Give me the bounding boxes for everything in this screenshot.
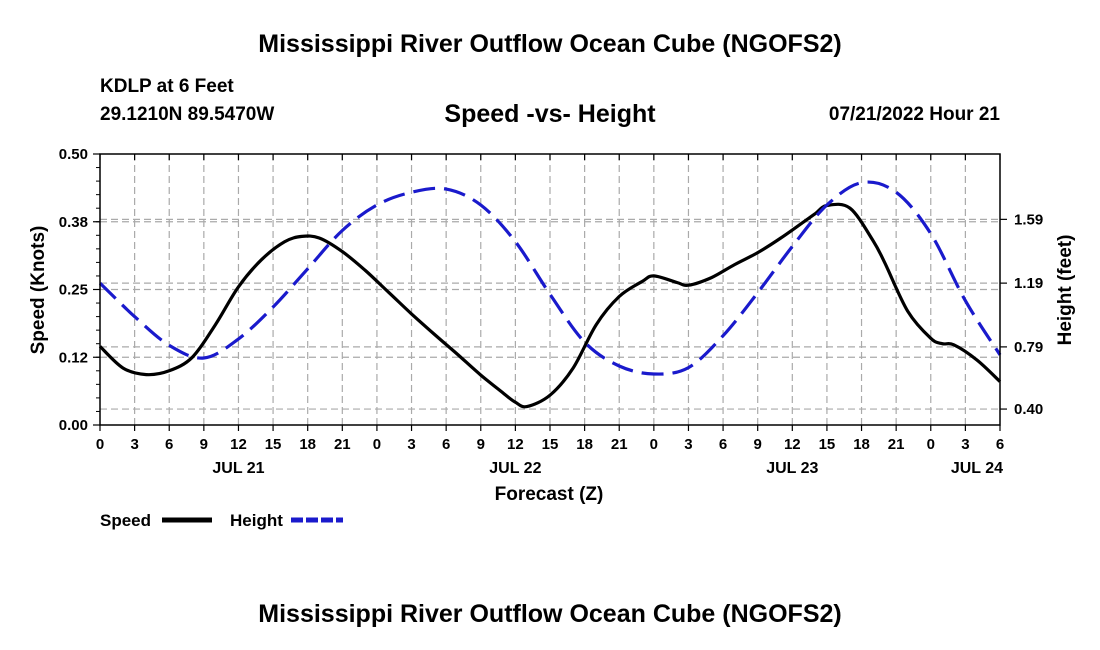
x-axis-label: Forecast (Z) <box>495 484 604 505</box>
x-tick-label: 3 <box>407 436 415 453</box>
legend-height-label: Height <box>230 511 283 530</box>
station-label: KDLP at 6 Feet <box>100 76 234 97</box>
station-coordinates: 29.1210N 89.5470W <box>100 104 275 125</box>
x-date-label: JUL 24 <box>951 460 1003 477</box>
chart-subtitle: Speed -vs- Height <box>444 100 656 128</box>
x-tick-label: 21 <box>611 436 628 453</box>
y-tick-label: 0.50 <box>59 146 88 163</box>
y-tick-label: 0.38 <box>59 214 88 231</box>
forecast-datetime: 07/21/2022 Hour 21 <box>828 104 1000 125</box>
x-tick-label: 0 <box>650 436 658 453</box>
series-layer <box>98 180 1002 409</box>
x-date-label: JUL 23 <box>766 460 818 477</box>
y-tick-label: 0.12 <box>59 349 88 366</box>
x-tick-label: 15 <box>819 436 836 453</box>
y2-tick-label: 1.59 <box>1014 211 1043 228</box>
y-axis-label: Speed (Knots) <box>28 226 49 355</box>
legend-speed-label: Speed <box>100 511 151 530</box>
y2-tick-label: 0.40 <box>1014 401 1043 418</box>
x-tick-label: 15 <box>265 436 282 453</box>
x-tick-label: 0 <box>96 436 104 453</box>
x-tick-label: 9 <box>754 436 762 453</box>
x-tick-label: 0 <box>373 436 381 453</box>
x-tick-label: 21 <box>334 436 351 453</box>
speed-series-line <box>98 202 1002 409</box>
x-tick-label: 12 <box>784 436 801 453</box>
y-tick-label: 0.25 <box>59 282 88 299</box>
x-tick-label: 6 <box>719 436 727 453</box>
y-tick-label: 0.00 <box>59 417 88 434</box>
chart-main-title: Mississippi River Outflow Ocean Cube (NG… <box>258 30 842 58</box>
x-tick-label: 3 <box>130 436 138 453</box>
x-date-label: JUL 22 <box>489 460 541 477</box>
legend: Speed Height <box>100 511 343 530</box>
x-tick-label: 6 <box>996 436 1004 453</box>
x-tick-label: 21 <box>888 436 905 453</box>
x-tick-label: 18 <box>853 436 870 453</box>
x-tick-label: 18 <box>576 436 593 453</box>
axes: 0 3 6 9 12 15 18 21 0 3 6 9 12 15 18 21 0 3 6 9 12 15 18 21 0 3 6 J… <box>59 146 1043 477</box>
x-tick-label: 15 <box>542 436 559 453</box>
footer-title: Mississippi River Outflow Ocean Cube (NG… <box>258 600 842 628</box>
grid-lines <box>100 154 1000 425</box>
x-tick-label: 9 <box>477 436 485 453</box>
x-tick-label: 18 <box>299 436 316 453</box>
x-tick-label: 9 <box>200 436 208 453</box>
x-tick-label: 6 <box>442 436 450 453</box>
y2-tick-label: 0.79 <box>1014 339 1043 356</box>
x-date-label: JUL 21 <box>212 460 264 477</box>
x-tick-label: 12 <box>230 436 247 453</box>
y2-tick-label: 1.19 <box>1014 275 1043 292</box>
x-tick-label: 3 <box>961 436 969 453</box>
x-tick-label: 6 <box>165 436 173 453</box>
x-tick-label: 12 <box>507 436 524 453</box>
x-tick-label: 3 <box>684 436 692 453</box>
speed-height-chart: 0 3 6 9 12 15 18 21 0 3 6 9 12 15 18 21 0 3 6 9 12 15 18 21 0 3 6 J… <box>28 146 1076 530</box>
y2-axis-label: Height (feet) <box>1055 235 1076 346</box>
height-series-line <box>98 180 1002 376</box>
x-tick-label: 0 <box>927 436 935 453</box>
